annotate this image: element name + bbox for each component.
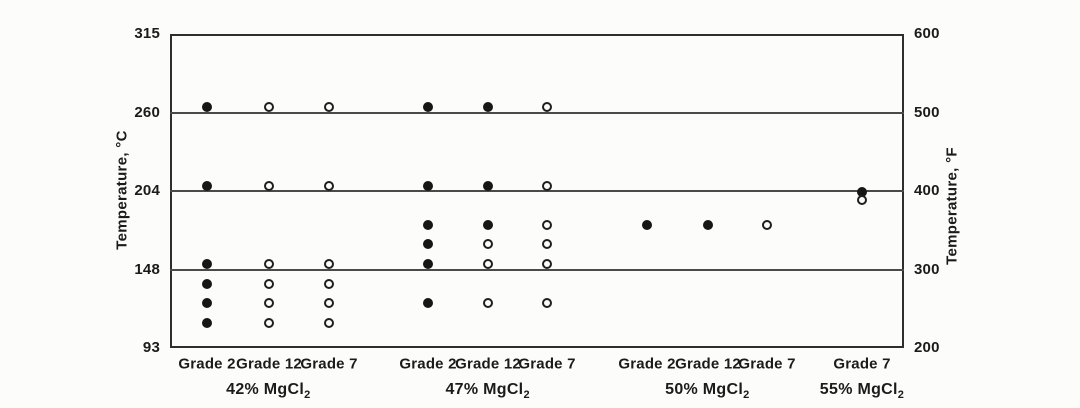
data-point-open <box>542 102 552 112</box>
data-point-filled <box>483 219 493 230</box>
right-axis-tick-label: 200 <box>914 339 940 356</box>
concentration-label-subscript: 2 <box>743 389 750 402</box>
grade-label: Grade 2 <box>178 355 236 373</box>
data-point-filled <box>423 180 433 191</box>
grade-label: Grade 7 <box>738 355 796 373</box>
data-point-filled <box>202 102 212 112</box>
grade-label: Grade 12 <box>236 355 302 373</box>
data-point-filled <box>423 219 433 230</box>
data-point-filled <box>202 259 212 269</box>
data-point-open <box>264 259 274 269</box>
concentration-label-text: 50% MgCl <box>665 381 744 398</box>
grade-label: Grade 7 <box>300 355 358 373</box>
concentration-label-text: 47% MgCl <box>445 381 524 398</box>
grade-label: Grade 7 <box>833 355 891 373</box>
data-point-filled <box>483 180 493 191</box>
data-point-filled <box>423 239 433 250</box>
data-point-open <box>264 180 274 191</box>
concentration-label-text: 42% MgCl <box>226 381 305 398</box>
concentration-label-subscript: 2 <box>523 389 530 402</box>
concentration-label-text: 55% MgCl <box>819 381 898 398</box>
data-point-filled <box>423 298 433 309</box>
grade-label: Grade 2 <box>618 355 676 373</box>
grade-label: Grade 2 <box>399 355 457 373</box>
grid-line <box>170 268 904 271</box>
left-axis-tick-label: 204 <box>134 182 160 199</box>
data-point-filled <box>703 219 713 230</box>
data-point-open <box>324 317 334 328</box>
data-point-open <box>483 259 493 269</box>
data-point-open <box>542 219 552 230</box>
concentration-label-subscript: 2 <box>304 389 311 402</box>
data-point-filled <box>642 219 652 230</box>
left-axis-tick-label: 315 <box>134 25 160 42</box>
right-axis-title: Temperature, °F <box>943 147 961 265</box>
right-axis-tick-label: 500 <box>914 103 940 121</box>
data-point-filled <box>202 278 212 289</box>
data-point-open <box>542 298 552 309</box>
grid-line <box>170 190 904 192</box>
data-point-open <box>324 298 334 309</box>
data-point-filled <box>202 180 212 191</box>
grid-line <box>170 111 904 114</box>
data-point-open <box>542 180 552 191</box>
data-point-open <box>324 180 334 191</box>
right-axis-tick-label: 300 <box>914 260 940 278</box>
right-axis-tick-label: 400 <box>914 182 940 199</box>
data-point-filled <box>423 259 433 269</box>
data-point-filled <box>202 317 212 328</box>
data-point-open <box>324 278 334 289</box>
data-point-open <box>264 278 274 289</box>
data-point-open <box>264 298 274 309</box>
concentration-label: 42% MgCl2 <box>226 381 311 402</box>
data-point-open <box>483 239 493 250</box>
data-point-open <box>542 259 552 269</box>
concentration-label-subscript: 2 <box>897 389 905 402</box>
concentration-label: 47% MgCl2 <box>445 381 530 402</box>
data-point-open <box>324 102 334 112</box>
data-point-open <box>324 259 334 269</box>
concentration-label: 50% MgCl2 <box>665 381 750 402</box>
right-axis-tick-label: 600 <box>914 25 940 42</box>
left-axis-tick-label: 260 <box>134 103 160 121</box>
data-point-open <box>762 219 772 230</box>
concentration-label: 55% MgCl2 <box>819 381 905 402</box>
data-point-open <box>264 102 274 112</box>
grade-label: Grade 12 <box>455 355 521 373</box>
data-point-open <box>542 239 552 250</box>
data-point-filled <box>423 102 433 112</box>
data-point-open <box>483 298 493 309</box>
data-point-open <box>857 195 867 205</box>
data-point-open <box>264 317 274 328</box>
data-point-filled <box>202 298 212 309</box>
grade-label: Grade 7 <box>518 355 576 373</box>
grade-label: Grade 12 <box>675 355 741 373</box>
left-axis-tick-label: 148 <box>134 260 160 278</box>
left-axis-tick-label: 93 <box>142 339 160 356</box>
data-point-filled <box>483 102 493 112</box>
data-point-filled <box>857 187 867 197</box>
